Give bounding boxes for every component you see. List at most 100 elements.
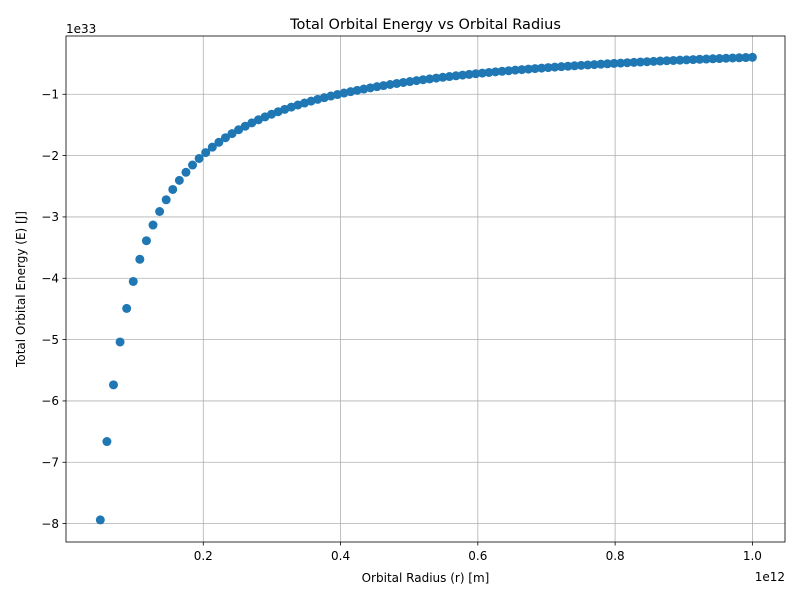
y-tick-label: −1 <box>41 88 59 102</box>
data-point <box>602 59 612 69</box>
data-point <box>451 71 461 81</box>
chart-title: Total Orbital Energy vs Orbital Radius <box>289 17 561 33</box>
y-tick-label: −8 <box>41 517 59 531</box>
data-point <box>161 195 171 205</box>
y-tick-label: −5 <box>41 333 59 347</box>
data-point <box>477 68 487 78</box>
data-point <box>411 76 421 86</box>
data-point <box>425 74 435 84</box>
data-point <box>517 65 527 75</box>
data-point <box>174 175 184 185</box>
data-point <box>135 254 145 264</box>
data-point <box>747 52 757 62</box>
y-tick-label: −7 <box>41 456 59 470</box>
data-point <box>398 77 408 87</box>
data-point <box>655 56 665 66</box>
data-point <box>649 56 659 66</box>
data-point <box>102 437 112 447</box>
data-point <box>194 153 204 163</box>
grid <box>66 36 785 542</box>
data-point <box>543 63 553 73</box>
data-point <box>642 57 652 67</box>
data-point <box>207 142 217 152</box>
data-point <box>708 54 718 64</box>
data-point <box>201 148 211 158</box>
data-point <box>188 160 198 170</box>
data-point <box>504 66 514 76</box>
data-point <box>695 54 705 64</box>
data-point <box>734 53 744 63</box>
data-point <box>108 380 118 390</box>
data-point <box>583 60 593 70</box>
x-tick-label: 1.0 <box>743 549 762 563</box>
data-point <box>662 56 672 66</box>
data-point <box>682 55 692 65</box>
data-point <box>563 61 573 71</box>
data-point <box>484 67 494 77</box>
data-point <box>234 125 244 135</box>
data-point <box>714 54 724 64</box>
data-point <box>458 70 468 80</box>
data-point <box>550 62 560 72</box>
y-tick-label: −4 <box>41 272 59 286</box>
data-point <box>471 69 481 79</box>
data-point <box>155 207 165 216</box>
data-point <box>530 64 540 74</box>
y-tick-label: −3 <box>41 210 59 224</box>
data-point <box>675 55 685 65</box>
plot-frame <box>65 35 786 543</box>
x-tick-label: 0.4 <box>331 549 350 563</box>
data-point <box>537 63 547 73</box>
data-point <box>122 303 132 313</box>
data-point <box>227 129 237 139</box>
data-point <box>95 515 105 525</box>
data-point <box>405 77 415 87</box>
data-point <box>721 53 731 63</box>
data-point <box>181 167 191 177</box>
data-point <box>556 62 566 72</box>
data-point <box>220 133 230 143</box>
data-point <box>444 72 454 82</box>
data-point <box>635 57 645 67</box>
data-point <box>438 72 448 82</box>
axis-ticks: 0.2 0.4 0.6 0.8 1.0 −8 −7 −6 −5 −4 −3 −2 −1 <box>41 88 762 563</box>
data-point <box>385 80 395 89</box>
y-axis-title: Total Orbital Energy (E) [J] <box>14 211 28 368</box>
data-point <box>576 60 586 70</box>
x-tick-label: 0.2 <box>194 549 213 563</box>
data-point <box>418 75 428 85</box>
data-point <box>589 60 599 70</box>
data-point <box>168 184 178 194</box>
data-point <box>491 67 501 77</box>
data-point <box>392 78 402 88</box>
x-tick-label: 0.6 <box>468 549 487 563</box>
y-tick-label: −6 <box>41 394 59 408</box>
data-point <box>523 64 533 74</box>
data-point <box>728 53 738 63</box>
x-axis-offset-text: 1e12 <box>755 570 785 584</box>
scatter-series <box>95 52 757 525</box>
data-point <box>141 236 151 246</box>
y-axis-offset-text: 1e33 <box>66 22 96 36</box>
x-axis-title: Orbital Radius (r) [m] <box>362 571 490 585</box>
data-point <box>668 55 678 65</box>
data-point <box>629 57 639 67</box>
x-tick-label: 0.8 <box>606 549 625 563</box>
data-point <box>622 58 632 68</box>
data-point <box>688 55 698 65</box>
data-point <box>431 73 441 83</box>
data-point <box>570 61 580 71</box>
data-point <box>741 53 751 63</box>
data-point <box>148 220 158 230</box>
data-point <box>510 65 520 75</box>
data-point <box>115 337 125 347</box>
data-point <box>497 66 507 76</box>
y-tick-label: −2 <box>41 149 59 163</box>
data-point <box>464 69 474 79</box>
data-point <box>609 58 619 68</box>
data-point <box>616 58 626 68</box>
data-point <box>596 59 606 69</box>
data-point <box>701 54 711 64</box>
